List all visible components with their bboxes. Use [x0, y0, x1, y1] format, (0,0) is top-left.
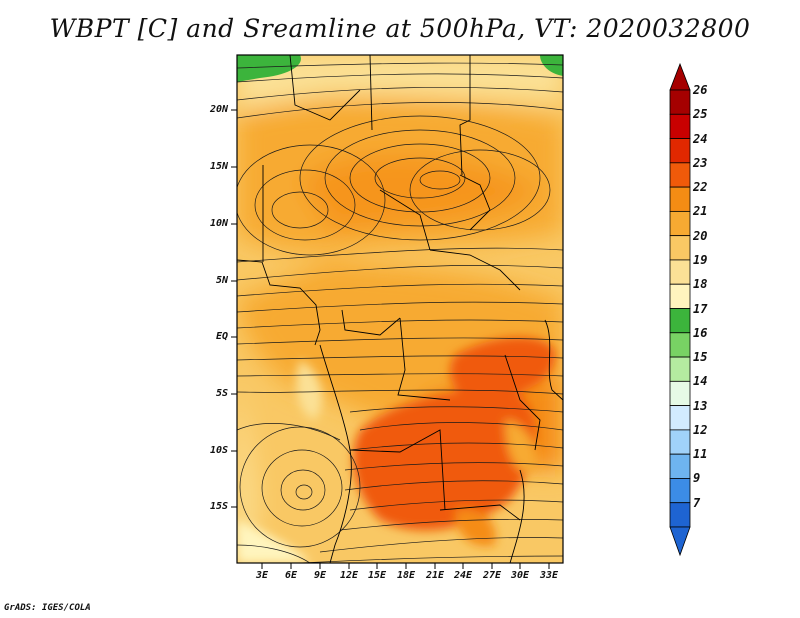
colorbar-label: 24 [693, 131, 708, 146]
colorbar-bottom-arrow [669, 526, 691, 557]
lon-label-30e: 30E [510, 570, 530, 581]
colorbar-label: 23 [693, 155, 708, 170]
colorbar-cell [669, 259, 691, 285]
colorbar-cell [669, 113, 691, 139]
colorbar-label: 16 [693, 325, 708, 340]
lon-label-6e: 6E [284, 570, 298, 581]
lat-label-eq: EQ [215, 331, 228, 342]
colorbar-label: 13 [693, 398, 708, 413]
colorbar-cell [669, 453, 691, 479]
lon-label-18e: 18E [396, 570, 416, 581]
colorbar-cell [669, 89, 691, 115]
colorbar-cell [669, 405, 691, 431]
colorbar-label: 25 [693, 107, 708, 122]
country-borders [237, 55, 563, 563]
lat-label-20n: 20N [209, 104, 228, 115]
lon-label-12e: 12E [339, 570, 359, 581]
map-title: WBPT [C] and Sreamline at 500hPa, VT: 20… [49, 14, 751, 43]
colorbar-label: 11 [693, 447, 708, 462]
lon-label-33e: 33E [539, 570, 559, 581]
streamlines [237, 62, 563, 563]
colorbar-label: 7 [693, 495, 701, 510]
lat-label-5s: 5S [215, 388, 228, 399]
wbpt-shading [237, 55, 563, 563]
lon-label-21e: 21E [425, 570, 445, 581]
colorbar-cell [669, 308, 691, 334]
colorbar-label: 19 [693, 252, 708, 267]
colorbar-cell [669, 283, 691, 309]
colorbar-cell [669, 162, 691, 188]
colorbar-label: 21 [693, 204, 708, 219]
colorbar-label: 20 [693, 228, 708, 243]
colorbar [669, 62, 691, 557]
lat-label-10n: 10N [209, 218, 228, 229]
colorbar-cell [669, 478, 691, 504]
colorbar-cell [669, 138, 691, 164]
lon-label-15e: 15E [367, 570, 387, 581]
map-frame [236, 54, 564, 564]
colorbar-label: 9 [693, 471, 701, 486]
colorbar-cell [669, 429, 691, 455]
colorbar-label: 17 [693, 301, 708, 316]
colorbar-cell [669, 502, 691, 528]
lon-label-3e: 3E [255, 570, 269, 581]
colorbar-cell [669, 235, 691, 261]
colorbar-top-arrow [669, 62, 691, 91]
colorbar-label: 26 [693, 83, 708, 97]
lat-label-5n: 5N [215, 275, 228, 286]
map-ticks [231, 109, 550, 569]
colorbar-cell [669, 210, 691, 237]
colorbar-cell [669, 356, 691, 382]
colorbar-label: 18 [693, 277, 708, 292]
lat-label-15n: 15N [209, 161, 228, 172]
lon-label-9e: 9E [313, 570, 327, 581]
colorbar-label: 22 [693, 180, 708, 195]
lat-label-10s: 10S [209, 445, 228, 456]
colorbar-cell [669, 186, 691, 212]
colorbar-label: 15 [693, 350, 708, 365]
colorbar-cell [669, 332, 691, 358]
lat-label-15s: 15S [209, 501, 228, 512]
colorbar-cell [669, 380, 691, 407]
lon-label-24e: 24E [453, 570, 473, 581]
colorbar-label: 14 [693, 374, 708, 389]
lon-label-27e: 27E [482, 570, 502, 581]
colorbar-label: 12 [693, 422, 708, 437]
grads-credit: GrADS: IGES/COLA [4, 603, 91, 613]
